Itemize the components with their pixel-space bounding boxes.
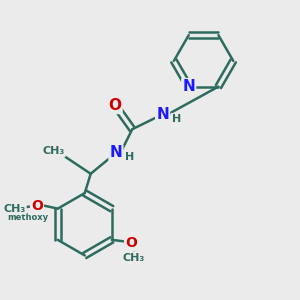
- Text: N: N: [110, 146, 122, 160]
- Text: H: H: [172, 114, 181, 124]
- Text: N: N: [156, 107, 169, 122]
- Text: H: H: [125, 152, 134, 162]
- Text: O: O: [109, 98, 122, 113]
- Text: O: O: [125, 236, 137, 250]
- Text: methoxy: methoxy: [8, 213, 49, 222]
- Text: O: O: [31, 199, 43, 213]
- Text: N: N: [182, 79, 195, 94]
- Text: CH₃: CH₃: [123, 253, 145, 263]
- Text: CH₃: CH₃: [42, 146, 65, 157]
- Text: CH₃: CH₃: [4, 204, 26, 214]
